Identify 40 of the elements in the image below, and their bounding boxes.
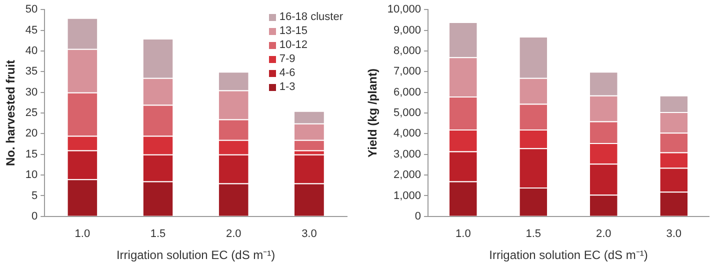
legend-label: 4-6	[279, 66, 296, 80]
x-tick-label: 3.0	[302, 228, 317, 240]
y-tick-label: 50	[25, 4, 38, 16]
y-tick-label: 4,000	[394, 128, 422, 140]
y-tick-label: 0	[414, 210, 422, 222]
y-tick-label: 7,000	[394, 66, 422, 78]
y-tick-label: 5	[32, 190, 38, 202]
x-tick-label: 3.0	[666, 228, 682, 240]
x-tick-label: 2.0	[596, 228, 612, 240]
x-tick-label: 1.5	[526, 228, 542, 240]
legend-label: 10-12	[279, 38, 308, 52]
y-tick-label: 15	[25, 148, 38, 160]
legend-label: 1-3	[279, 80, 296, 94]
y-tick-label: 9,000	[394, 24, 422, 36]
y-tick-label: 25	[25, 107, 38, 120]
y-tick-label: 0	[32, 210, 38, 222]
x-tick-label: 1.0	[74, 228, 90, 240]
x-axis-title: Irrigation solution EC (dS m⁻¹)	[116, 248, 276, 262]
legend-label: 13-15	[279, 24, 308, 38]
y-tick-label: 20	[25, 128, 38, 140]
y-tick-label: 1,000	[394, 190, 422, 202]
y-tick-label: 8,000	[394, 44, 422, 57]
y-tick-label: 30	[25, 86, 38, 98]
x-tick-label: 1.5	[150, 228, 166, 240]
x-tick-label: 2.0	[226, 228, 242, 240]
y-tick-label: 40	[25, 44, 38, 57]
y-tick-label: 3,000	[394, 148, 422, 160]
y-tick-label: 10,000	[387, 4, 422, 16]
y-tick-label: 10	[25, 169, 38, 182]
y-axis-title: Yield (kg /plant)	[366, 68, 380, 158]
x-tick-label: 1.0	[456, 228, 471, 240]
legend-label: 16-18 cluster	[279, 10, 343, 24]
y-tick-label: 45	[25, 24, 38, 36]
x-axis-title: Irrigation solution EC (dS m⁻¹)	[489, 248, 648, 262]
y-tick-label: 6,000	[394, 86, 422, 98]
y-axis-title: No. harvested fruit	[4, 60, 18, 166]
y-tick-label: 35	[25, 66, 38, 78]
y-tick-label: 5,000	[394, 107, 422, 120]
y-tick-label: 2,000	[394, 169, 422, 182]
legend-label: 7-9	[279, 52, 296, 66]
